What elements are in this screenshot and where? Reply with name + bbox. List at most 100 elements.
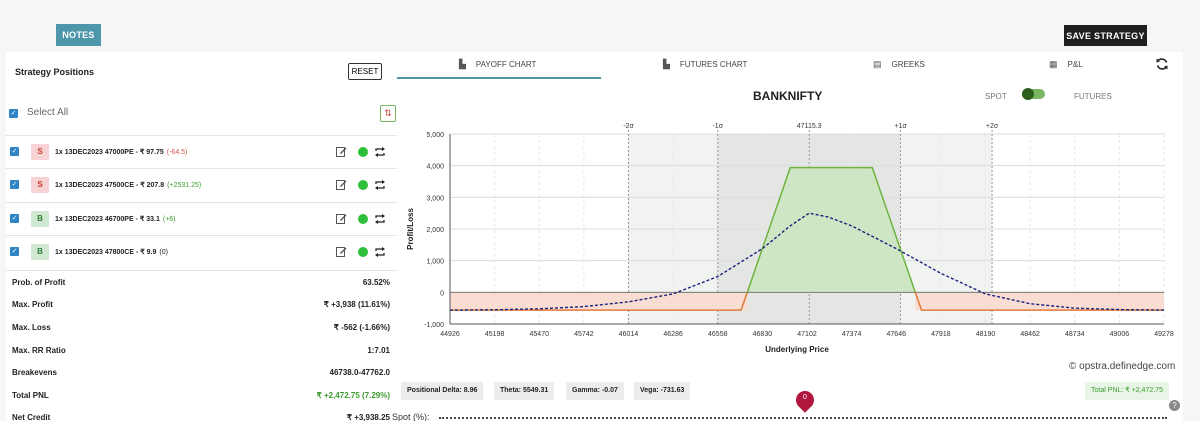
- y-axis-title: Profit/Loss: [406, 208, 415, 250]
- edit-icon[interactable]: [336, 213, 347, 224]
- spot-futures-toggle[interactable]: [1022, 88, 1045, 100]
- position-text: 1x 13DEC2023 47000PE - ₹ 97.75: [55, 149, 164, 156]
- chart-title: BANKNIFTY: [753, 89, 823, 103]
- position-row: ✓ B 1x 13DEC2023 47800CE - ₹ 9.9 (0): [6, 236, 398, 269]
- divider: [6, 270, 398, 271]
- table-icon: ▤: [873, 59, 882, 69]
- edit-icon[interactable]: [336, 179, 347, 190]
- divider: [6, 235, 398, 236]
- x-tick-label: 48462: [1020, 331, 1040, 338]
- refresh-icon[interactable]: [1155, 57, 1169, 71]
- position-row: ✓ B 1x 13DEC2023 46700PE - ₹ 33.1 (+6): [6, 203, 398, 236]
- side-badge: B: [31, 244, 49, 260]
- y-tick-label: 4,000: [426, 164, 444, 171]
- position-checkbox[interactable]: ✓: [10, 214, 19, 223]
- repeat-icon[interactable]: [374, 179, 386, 191]
- positional-delta: Positional Delta: 8.96: [401, 382, 484, 400]
- side-badge: S: [31, 177, 49, 193]
- tab-label: PAYOFF CHART: [475, 60, 537, 69]
- divider: [6, 135, 398, 136]
- position-checkbox[interactable]: ✓: [10, 147, 19, 156]
- metric-label: Prob. of Profit: [12, 278, 66, 287]
- y-tick-label: 0: [440, 290, 444, 297]
- loss-area: [450, 292, 748, 311]
- y-tick-label: 1,000: [426, 259, 444, 266]
- payoff-line-loss: [914, 292, 1164, 311]
- position-change: (-64.5): [166, 149, 188, 156]
- position-change: (+6): [162, 216, 176, 223]
- strategy-positions-panel: Strategy Positions RESET ✓ Select All ⇅ …: [6, 52, 398, 421]
- status-dot: [358, 214, 368, 224]
- side-badge: S: [31, 144, 49, 160]
- vega-value: Vega: -731.63: [634, 382, 691, 400]
- save-strategy-button[interactable]: SAVE STRATEGY: [1064, 25, 1147, 46]
- metric-value: ₹ +2,472.75 (7.29%): [316, 391, 390, 400]
- x-tick-label: 47918: [931, 331, 951, 338]
- metric-value: 46738.0-47762.0: [329, 368, 391, 377]
- tab-futures-chart[interactable]: ▙ FUTURES CHART: [663, 52, 747, 78]
- tab-pnl[interactable]: ▦ P&L: [1049, 52, 1083, 78]
- position-text: 1x 13DEC2023 47800CE - ₹ 9.9: [55, 249, 157, 256]
- metric-label: Net Credit: [12, 413, 51, 421]
- notes-button[interactable]: NOTES: [56, 24, 101, 46]
- help-icon[interactable]: ?: [1169, 400, 1180, 411]
- position-checkbox[interactable]: ✓: [10, 247, 19, 256]
- gamma-value: Gamma: -0.07: [566, 382, 624, 400]
- status-dot: [358, 147, 368, 157]
- edit-icon[interactable]: [336, 246, 347, 257]
- x-tick-label: 48190: [976, 331, 996, 338]
- y-tick-label: 2,000: [426, 227, 444, 234]
- grid-icon: ▦: [1049, 59, 1058, 69]
- area-chart-icon: ▙: [663, 59, 670, 69]
- watermark: © opstra.definedge.com: [1069, 361, 1176, 372]
- chart-panel: ▙ PAYOFF CHART ▙ FUTURES CHART ▤ GREEKS ▦ P&…: [392, 52, 1183, 421]
- x-tick-label: 49278: [1154, 331, 1174, 338]
- theta-value: Theta: 5549.31: [494, 382, 555, 400]
- metric-value: ₹ +3,938.25: [346, 413, 390, 421]
- select-all-checkbox[interactable]: ✓: [9, 109, 18, 118]
- position-change: (+2531.25): [167, 182, 202, 189]
- position-row: ✓ S 1x 13DEC2023 47000PE - ₹ 97.75 (-64.5): [6, 136, 398, 169]
- spot-label: SPOT: [985, 92, 1007, 101]
- spot-slider-track[interactable]: [439, 417, 1167, 419]
- reset-button[interactable]: RESET: [348, 63, 382, 80]
- line-chart-icon: ▙: [459, 59, 466, 69]
- sigma-label: -1σ: [712, 123, 723, 130]
- x-tick-label: 46830: [753, 331, 773, 338]
- tab-payoff-chart[interactable]: ▙ PAYOFF CHART: [459, 52, 536, 78]
- sort-icon[interactable]: ⇅: [380, 105, 396, 122]
- futures-label: FUTURES: [1074, 92, 1112, 101]
- tab-greeks[interactable]: ▤ GREEKS: [873, 52, 925, 78]
- panel-title: Strategy Positions: [15, 67, 95, 77]
- toggle-knob: [1022, 88, 1034, 100]
- x-tick-label: 46286: [663, 331, 683, 338]
- position-row: ✓ S 1x 13DEC2023 47500CE - ₹ 207.8 (+2531.2…: [6, 169, 398, 202]
- x-tick-label: 45198: [485, 331, 505, 338]
- tab-label: GREEKS: [891, 60, 925, 69]
- sigma-label: -2σ: [623, 123, 634, 130]
- repeat-icon[interactable]: [374, 213, 386, 225]
- x-tick-label: 49006: [1110, 331, 1130, 338]
- repeat-icon[interactable]: [374, 246, 386, 258]
- position-text: 1x 13DEC2023 47500CE - ₹ 207.8: [55, 182, 165, 189]
- payoff-chart: -1,000 0 1,000 2,000 3,000 4,000 5,000 44926 451…: [406, 123, 1174, 354]
- metric-label: Breakevens: [12, 368, 57, 377]
- sigma-label: +2σ: [986, 123, 999, 130]
- divider: [6, 168, 398, 169]
- y-tick-label: 5,000: [426, 132, 444, 139]
- x-tick-label: 47646: [887, 331, 907, 338]
- x-axis-title: Underlying Price: [765, 345, 829, 354]
- metric-value: ₹ -562 (-1.66%): [333, 323, 390, 332]
- x-tick-label: 47102: [797, 331, 817, 338]
- position-checkbox[interactable]: ✓: [10, 180, 19, 189]
- x-tick-label: 46014: [619, 331, 639, 338]
- loss-area: [915, 292, 1164, 311]
- select-all-label: Select All: [27, 107, 69, 118]
- tab-label: P&L: [1067, 60, 1083, 69]
- spot-percent-label: Spot (%):: [392, 412, 430, 421]
- x-tick-label: 48734: [1065, 331, 1085, 338]
- tab-label: FUTURES CHART: [679, 60, 748, 69]
- edit-icon[interactable]: [336, 146, 347, 157]
- repeat-icon[interactable]: [374, 146, 386, 158]
- metric-label: Total PNL: [12, 391, 49, 400]
